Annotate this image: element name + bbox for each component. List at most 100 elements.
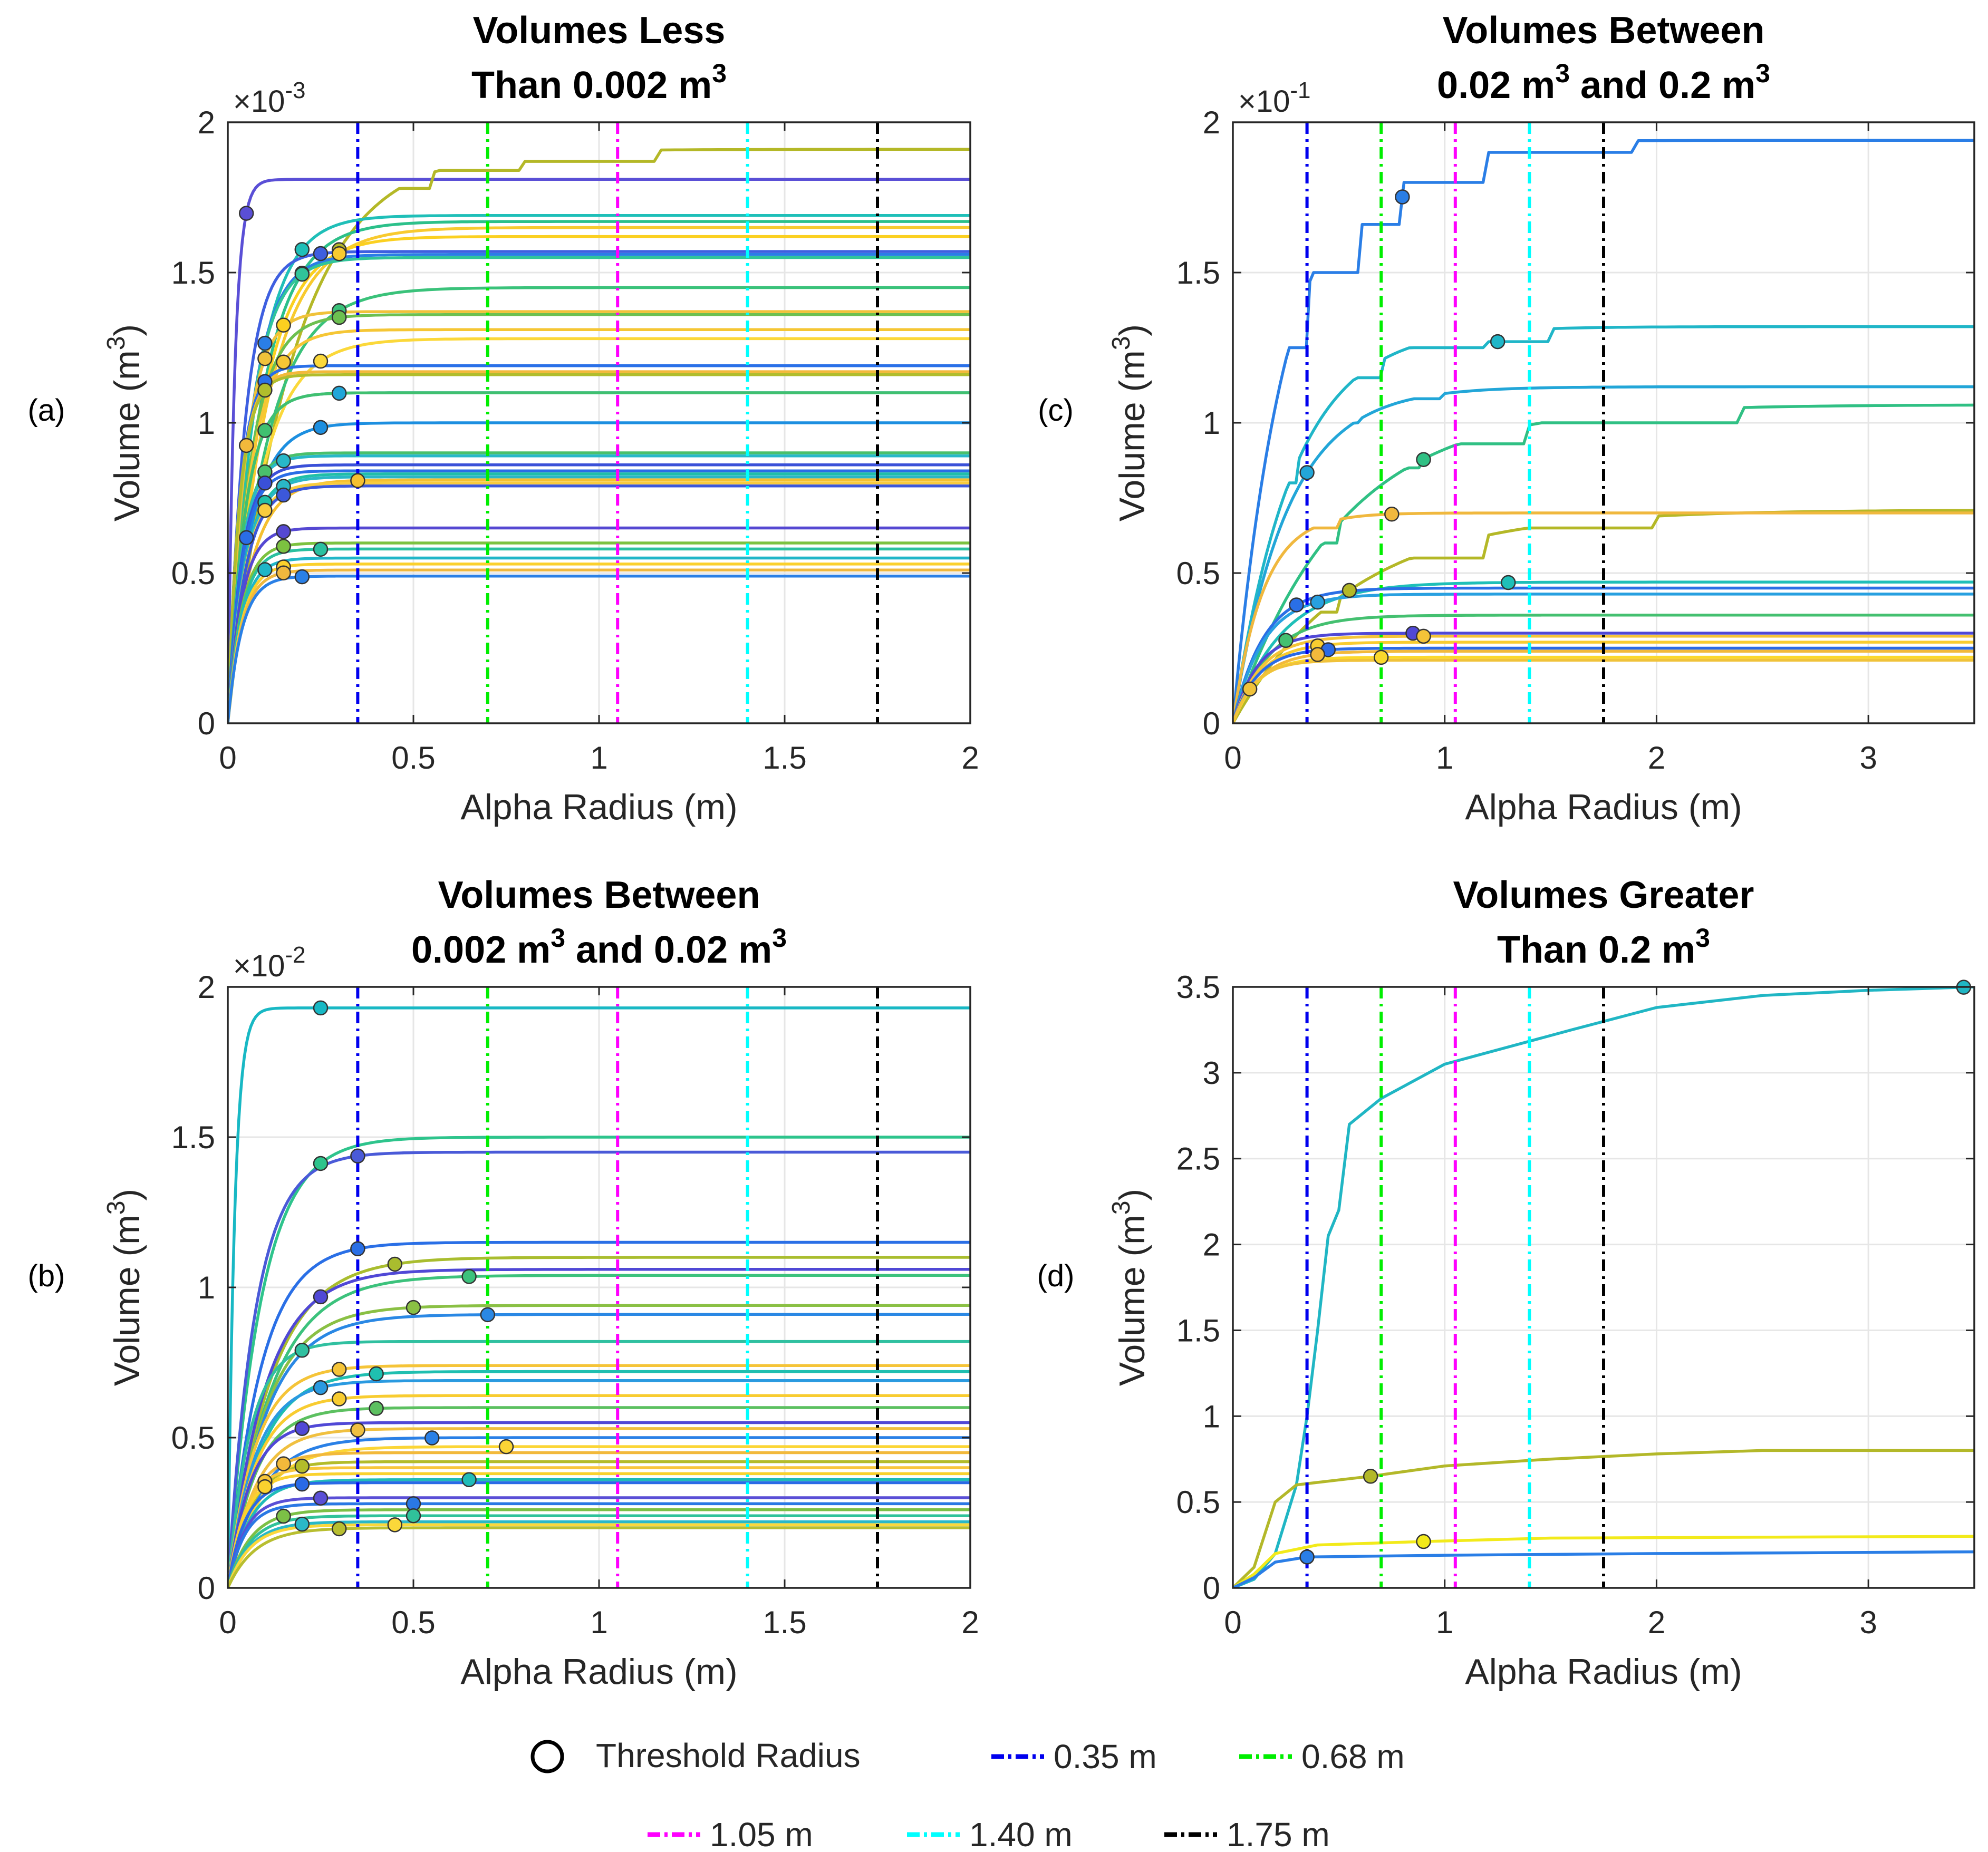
- threshold-marker-a-0: [238, 206, 254, 221]
- panel-a: 0 0.5 1 1.5 2 0 0.5 1 1.5 2 ×10-3 Alpha Radius (m) V…: [28, 9, 979, 827]
- series-line-c-10: [1233, 632, 1974, 723]
- y-tick-label: 1: [198, 405, 215, 441]
- threshold-marker-c-7: [1289, 597, 1304, 613]
- threshold-marker-a-22: [257, 476, 273, 491]
- series-line-b-25: [228, 1496, 970, 1588]
- threshold-marker-b-10: [331, 1362, 347, 1377]
- threshold-markers: [238, 206, 365, 585]
- threshold-marker-b-25: [313, 1490, 329, 1506]
- series-line-a-20: [228, 451, 970, 723]
- threshold-marker-a-28: [276, 487, 291, 503]
- threshold-marker-b-19: [276, 1456, 291, 1471]
- x-axis-label: Alpha Radius (m): [1465, 787, 1742, 827]
- series-line-b-31: [228, 1526, 970, 1588]
- threshold-marker-a-34: [276, 565, 291, 580]
- y-tick-label: 1.5: [171, 1120, 215, 1155]
- series-line-b-16: [228, 1427, 970, 1588]
- threshold-marker-a-27: [257, 502, 273, 518]
- threshold-marker-a-8: [294, 266, 310, 282]
- series-line-b-19: [228, 1451, 970, 1588]
- y-multiplier-base: ×10: [233, 949, 285, 983]
- series-line-a-31: [228, 547, 970, 723]
- x-tick-label: 0: [1224, 1605, 1241, 1640]
- y-tick-label: 1: [1203, 1399, 1220, 1434]
- title-line2-text: 0.02 m: [1437, 64, 1555, 106]
- threshold-marker-a-2: [294, 242, 310, 257]
- y-tick-label: 2: [1203, 1227, 1220, 1263]
- x-tick-label: 1: [1436, 740, 1453, 775]
- x-tick-label: 3: [1859, 740, 1877, 775]
- threshold-marker-b-27: [276, 1508, 291, 1524]
- title-line2: Than 0.2 m3: [1497, 923, 1710, 971]
- y-tick-label: 2: [198, 105, 215, 140]
- threshold-marker-a-32: [257, 562, 273, 577]
- threshold-marker-a-23: [238, 530, 254, 546]
- series-line-b-30: [228, 1523, 970, 1588]
- y-axis-label: Volume (m3): [102, 1189, 147, 1386]
- panel-d: 0 1 2 3 0 0.5 1 1.5 2 2.5 3 3.5 Alpha Radius (m) Volu…: [1037, 874, 1975, 1692]
- series-line-a-8: [228, 256, 970, 723]
- series-line-c-1: [1233, 325, 1974, 723]
- y-axis-label: Volume (m3): [1107, 324, 1152, 521]
- x-tick-label: 2: [961, 740, 979, 775]
- threshold-markers: [1242, 189, 1516, 697]
- reference-lines: [1305, 987, 1605, 1588]
- x-tick-label: 0: [219, 740, 236, 775]
- x-tick-label: 0: [1224, 740, 1241, 775]
- threshold-marker-c-1: [1490, 334, 1506, 350]
- x-tick-label: 2: [1648, 1605, 1665, 1640]
- x-tick-label: 0: [219, 1605, 236, 1640]
- legend-label-0: 0.35 m: [1054, 1738, 1157, 1776]
- series-line-c-5: [1233, 511, 1974, 723]
- series-group: [1233, 139, 1974, 723]
- threshold-markers: [257, 1000, 514, 1537]
- series-line-a-18: [228, 391, 970, 723]
- y-axis-label-text: Volume (m: [1112, 1215, 1152, 1386]
- y-tick-label: 2: [198, 969, 215, 1005]
- panel-label: (a): [28, 393, 65, 428]
- series-line-a-29: [228, 526, 970, 723]
- series-line-b-13: [228, 1394, 970, 1588]
- series-line-b-15: [228, 1421, 970, 1588]
- axes-box: [1232, 986, 1975, 1589]
- series-line-b-27: [228, 1508, 970, 1588]
- y-tick-label: 1: [1203, 405, 1220, 441]
- y-tick-label: 3: [1203, 1055, 1220, 1091]
- threshold-marker-c-3: [1416, 452, 1431, 467]
- title-line2-text: 0.002 m: [411, 929, 551, 971]
- threshold-marker-c-15: [1373, 649, 1389, 665]
- y-axis-label: Volume (m3): [102, 324, 147, 521]
- threshold-marker-c-11: [1416, 628, 1431, 644]
- legend-label-4: 1.75 m: [1227, 1816, 1330, 1852]
- panel-label: (c): [1038, 393, 1074, 428]
- title-line1: Volumes Greater: [1453, 874, 1754, 916]
- legend-label-1: 0.68 m: [1301, 1738, 1405, 1776]
- title-line2-sup: 3: [1695, 923, 1710, 953]
- x-tick-label: 0.5: [391, 1605, 435, 1640]
- y-axis-label-sup: 3: [1107, 1200, 1135, 1215]
- threshold-marker-d-2: [1416, 1534, 1431, 1549]
- y-tick-label: 2: [1203, 105, 1220, 140]
- threshold-marker-b-6: [461, 1269, 477, 1284]
- threshold-marker-a-17: [331, 385, 347, 401]
- title-line2: 0.002 m3 and 0.02 m3: [411, 923, 787, 971]
- x-axis-label: Alpha Radius (m): [460, 787, 737, 827]
- threshold-marker-b-28: [406, 1508, 421, 1524]
- series-line-a-22: [228, 463, 970, 723]
- series-line-b-9: [228, 1340, 970, 1588]
- y-axis-label-sup: 3: [102, 336, 130, 350]
- threshold-marker-b-23: [461, 1472, 477, 1488]
- ticks: 0 0.5 1 1.5 2 0 0.5 1 1.5 2: [171, 969, 979, 1640]
- series-line-c-7: [1233, 586, 1974, 723]
- threshold-marker-c-4: [1342, 583, 1357, 598]
- series-line-a-34: [228, 568, 970, 723]
- threshold-marker-b-7: [406, 1300, 421, 1315]
- threshold-marker-a-31: [313, 541, 329, 557]
- threshold-marker-b-17: [424, 1430, 440, 1446]
- reference-lines: [356, 987, 879, 1588]
- legend-label-2: 1.05 m: [710, 1816, 813, 1852]
- y-multiplier-exp: -3: [285, 77, 305, 103]
- series-line-a-24: [228, 472, 970, 723]
- y-tick-label: 3.5: [1176, 969, 1220, 1005]
- series-line-a-5: [228, 235, 970, 723]
